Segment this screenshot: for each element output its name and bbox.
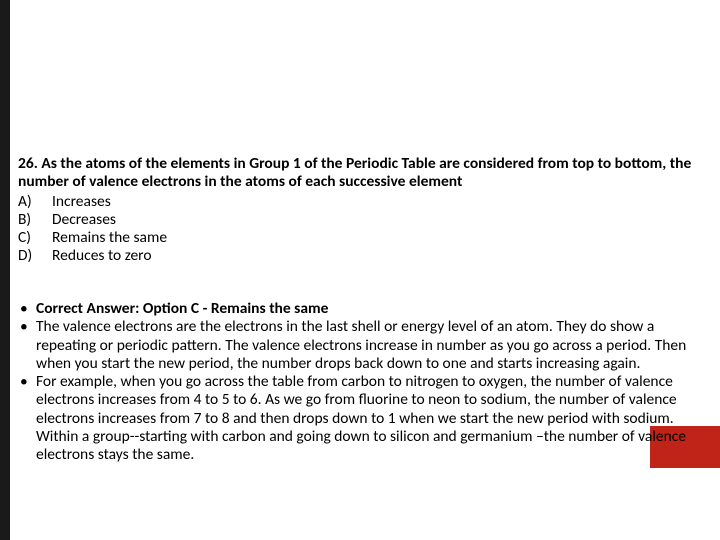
bullet-row: • The valence electrons are the electron… [18, 318, 704, 373]
question-stem: 26. As the atoms of the elements in Grou… [18, 155, 698, 192]
choice-text: Increases [46, 193, 111, 211]
explanation-paragraph: For example, when you go across the tabl… [36, 373, 704, 464]
question-choices: A) Increases B) Decreases C) Remains the… [18, 193, 698, 266]
choice-row: A) Increases [18, 193, 698, 211]
bullet-row: • For example, when you go across the ta… [18, 373, 704, 464]
choice-text: Reduces to zero [46, 247, 152, 265]
bullet-icon: • [18, 373, 36, 464]
bullet-icon: • [18, 300, 36, 318]
answer-block: • Correct Answer: Option C - Remains the… [18, 300, 704, 465]
bullet-row: • Correct Answer: Option C - Remains the… [18, 300, 704, 318]
left-accent-bar [0, 0, 10, 540]
explanation-paragraph: The valence electrons are the electrons … [36, 318, 704, 373]
choice-letter: B) [18, 211, 46, 229]
slide-content: 26. As the atoms of the elements in Grou… [18, 0, 708, 540]
question-block: 26. As the atoms of the elements in Grou… [18, 155, 698, 266]
choice-text: Decreases [46, 211, 116, 229]
choice-row: D) Reduces to zero [18, 247, 698, 265]
choice-row: C) Remains the same [18, 229, 698, 247]
correct-answer-line: Correct Answer: Option C - Remains the s… [36, 300, 704, 318]
choice-text: Remains the same [46, 229, 167, 247]
choice-letter: D) [18, 247, 46, 265]
choice-letter: C) [18, 229, 46, 247]
bullet-icon: • [18, 318, 36, 373]
choice-row: B) Decreases [18, 211, 698, 229]
choice-letter: A) [18, 193, 46, 211]
